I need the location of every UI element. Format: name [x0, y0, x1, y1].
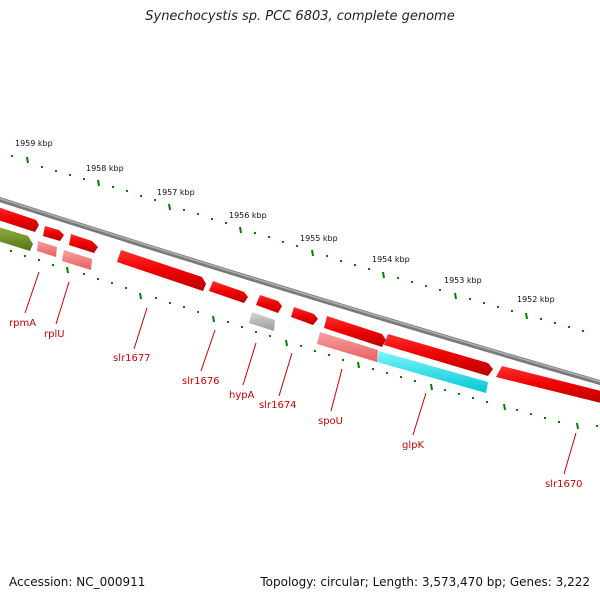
gene-label-slr1674[interactable]: slr1674	[259, 400, 297, 411]
forward-strand-features	[0, 206, 600, 404]
feature-glpk-cds[interactable]	[377, 351, 488, 393]
feature-slr1676[interactable]	[209, 281, 248, 303]
kbp-label-1953: 1953 kbp	[444, 276, 482, 285]
feature-rplu-cds[interactable]	[62, 250, 92, 270]
feature-rpma-cds[interactable]	[37, 241, 57, 257]
label-leader-lines	[24, 271, 577, 475]
gene-label-rplu[interactable]: rplU	[44, 329, 65, 340]
gene-label-slr1676[interactable]: slr1676	[182, 376, 220, 387]
map-title: Synechocystis sp. PCC 6803, complete gen…	[145, 9, 455, 24]
accession-text: Accession: NC_000911	[9, 575, 146, 589]
kbp-labels: 1959 kbp 1958 kbp 1957 kbp 1956 kbp 1955…	[15, 139, 555, 304]
feature-hypa[interactable]	[256, 295, 282, 313]
feature-spou[interactable]	[324, 316, 386, 347]
feature-slr1674[interactable]	[291, 307, 318, 325]
kbp-label-1959: 1959 kbp	[15, 139, 53, 148]
reverse-strand-features	[0, 226, 488, 393]
kbp-label-1956: 1956 kbp	[229, 211, 267, 220]
feature-hypa-cds[interactable]	[249, 312, 275, 331]
feature-slr1670[interactable]	[496, 366, 600, 404]
kbp-label-1958: 1958 kbp	[86, 164, 124, 173]
genome-backbone	[0, 196, 600, 386]
gene-label-glpk[interactable]: glpK	[402, 440, 424, 451]
gene-label-hypa[interactable]: hypA	[229, 390, 255, 401]
inner-minor-ticks	[10, 250, 598, 427]
gene-label-spou[interactable]: spoU	[318, 416, 343, 427]
feature-slr1677[interactable]	[117, 250, 206, 291]
outer-tick-track: 1959 kbp 1958 kbp 1957 kbp 1956 kbp 1955…	[11, 139, 584, 332]
kbp-label-1952: 1952 kbp	[517, 295, 555, 304]
gene-label-slr1670[interactable]: slr1670	[545, 479, 583, 490]
gene-label-slr1677[interactable]: slr1677	[113, 353, 151, 364]
feature-rplu[interactable]	[69, 234, 98, 253]
kbp-label-1955: 1955 kbp	[300, 234, 338, 243]
feature-rna-olive[interactable]	[0, 226, 33, 251]
gene-label-rpma[interactable]: rpmA	[9, 318, 36, 329]
outer-minor-ticks	[11, 155, 584, 332]
topology-text: Topology: circular; Length: 3,573,470 bp…	[260, 575, 590, 589]
kbp-label-1954: 1954 kbp	[372, 255, 410, 264]
outer-major-ticks	[26, 156, 528, 320]
feature-rpma[interactable]	[43, 226, 64, 241]
inner-major-ticks	[66, 266, 579, 430]
feature-red-left[interactable]	[0, 206, 39, 232]
feature-spou-cds[interactable]	[317, 332, 378, 362]
kbp-label-1957: 1957 kbp	[157, 188, 195, 197]
inner-tick-track	[10, 250, 598, 430]
gene-labels: rpmA rplU slr1677 slr1676 hypA slr1674 s…	[9, 318, 583, 490]
feature-glpk[interactable]	[384, 334, 493, 376]
